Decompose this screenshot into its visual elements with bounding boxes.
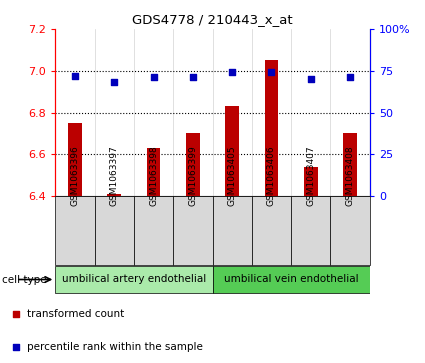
Bar	[265, 60, 278, 196]
Text: GSM1063396: GSM1063396	[71, 146, 79, 206]
Bar	[225, 106, 239, 196]
Bar	[212, 196, 252, 265]
Bar	[173, 196, 212, 265]
Bar	[55, 196, 94, 265]
Text: GSM1063408: GSM1063408	[346, 146, 354, 206]
Text: GSM1063405: GSM1063405	[228, 146, 237, 206]
Bar	[147, 148, 160, 196]
Bar	[186, 133, 200, 196]
Text: umbilical artery endothelial: umbilical artery endothelial	[62, 274, 206, 284]
Point	[307, 76, 314, 82]
Text: percentile rank within the sample: percentile rank within the sample	[27, 342, 203, 352]
Text: GSM1063406: GSM1063406	[267, 146, 276, 206]
Point	[71, 73, 78, 79]
Bar	[212, 266, 370, 293]
Bar	[304, 167, 317, 196]
Point	[12, 311, 19, 317]
Bar	[291, 196, 331, 265]
Bar	[108, 194, 121, 196]
Text: cell type: cell type	[2, 274, 47, 285]
Bar	[134, 196, 173, 265]
Point	[111, 79, 118, 85]
Point	[12, 344, 19, 350]
Bar	[252, 196, 291, 265]
Point	[150, 74, 157, 80]
Text: GSM1063398: GSM1063398	[149, 146, 158, 206]
Bar	[343, 133, 357, 196]
Title: GDS4778 / 210443_x_at: GDS4778 / 210443_x_at	[132, 13, 293, 26]
Point	[229, 70, 235, 76]
Bar	[55, 266, 212, 293]
Text: transformed count: transformed count	[27, 309, 124, 319]
Point	[347, 74, 354, 80]
Text: GSM1063397: GSM1063397	[110, 146, 119, 206]
Point	[190, 74, 196, 80]
Point	[268, 70, 275, 76]
Bar	[94, 196, 134, 265]
Text: umbilical vein endothelial: umbilical vein endothelial	[224, 274, 358, 284]
Bar	[68, 123, 82, 196]
Text: GSM1063407: GSM1063407	[306, 146, 315, 206]
Bar	[331, 196, 370, 265]
Text: GSM1063399: GSM1063399	[188, 146, 197, 206]
